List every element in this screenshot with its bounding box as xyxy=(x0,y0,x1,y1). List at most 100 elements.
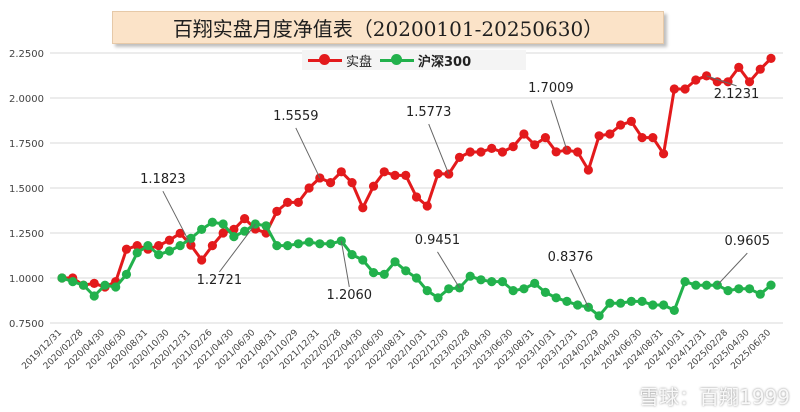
data-point-series-1 xyxy=(315,239,325,249)
legend-label: 沪深300 xyxy=(418,54,472,70)
data-point-series-0 xyxy=(401,170,411,180)
data-point-series-1 xyxy=(100,280,110,290)
data-point-series-0 xyxy=(454,152,465,162)
data-point-series-1 xyxy=(669,305,679,315)
data-point-series-1 xyxy=(723,286,733,296)
legend-item-series-1: 沪深300 xyxy=(380,51,471,70)
data-point-series-0 xyxy=(121,244,132,254)
data-point-series-0 xyxy=(89,278,99,288)
data-point-series-0 xyxy=(164,235,175,245)
data-point-series-1 xyxy=(368,268,379,278)
data-point-series-0 xyxy=(422,201,432,211)
data-point-series-0 xyxy=(573,147,583,157)
data-point-series-1 xyxy=(616,298,626,308)
data-point-series-0 xyxy=(282,197,293,207)
data-point-series-1 xyxy=(132,248,142,258)
data-point-series-0 xyxy=(476,147,486,157)
data-point-series-0 xyxy=(508,142,518,152)
chart-title-box: 百翔实盘月度净值表（20200101-20250630） xyxy=(112,11,664,44)
data-point-series-1 xyxy=(519,284,529,294)
y-tick-label: 1.7500 xyxy=(9,139,44,150)
legend-marker-red xyxy=(308,54,342,66)
data-point-series-0 xyxy=(132,241,142,251)
data-point-series-0 xyxy=(154,241,164,251)
y-tick-label: 0.7500 xyxy=(9,319,44,330)
data-point-series-1 xyxy=(143,241,153,251)
data-point-series-0 xyxy=(691,75,701,85)
data-point-series-1 xyxy=(658,300,669,310)
data-point-series-1 xyxy=(476,275,486,285)
data-point-series-1 xyxy=(605,298,615,308)
data-label: 1.1823 xyxy=(140,172,186,187)
data-point-series-1 xyxy=(691,280,701,290)
annotation-leader-line xyxy=(569,269,589,308)
data-point-series-0 xyxy=(497,147,508,157)
data-point-series-1 xyxy=(154,250,164,260)
data-point-series-1 xyxy=(433,293,443,303)
data-point-series-1 xyxy=(111,282,121,292)
data-point-series-1 xyxy=(240,226,250,236)
data-point-series-1 xyxy=(487,277,497,287)
data-point-series-1 xyxy=(637,296,647,306)
data-point-series-1 xyxy=(626,296,636,306)
data-point-series-1 xyxy=(680,277,690,287)
data-point-series-0 xyxy=(712,77,722,87)
data-point-series-1 xyxy=(282,241,293,251)
data-point-series-1 xyxy=(444,284,454,294)
annotation-leader-line xyxy=(706,75,737,87)
data-point-series-1 xyxy=(261,221,271,231)
data-point-series-0 xyxy=(648,133,658,143)
data-point-series-0 xyxy=(658,149,669,159)
data-point-series-1 xyxy=(325,239,336,249)
data-point-series-0 xyxy=(594,131,604,141)
data-point-series-0 xyxy=(207,241,217,251)
data-label: 1.5559 xyxy=(273,109,319,124)
data-point-series-0 xyxy=(304,183,314,193)
data-point-series-0 xyxy=(680,84,690,94)
data-point-series-1 xyxy=(401,266,411,276)
data-point-series-1 xyxy=(175,241,185,251)
data-point-series-1 xyxy=(422,286,432,296)
data-label: 1.5773 xyxy=(406,105,452,120)
y-tick-label: 2.2500 xyxy=(9,49,44,60)
data-point-series-0 xyxy=(637,133,647,143)
data-point-series-0 xyxy=(583,165,593,175)
data-point-series-1 xyxy=(766,280,776,290)
data-point-series-1 xyxy=(530,278,540,288)
data-point-series-1 xyxy=(272,241,282,251)
data-point-series-0 xyxy=(293,197,303,207)
data-point-series-1 xyxy=(347,250,357,260)
data-point-series-1 xyxy=(57,273,67,283)
annotation-leader-line xyxy=(162,190,192,246)
data-point-series-0 xyxy=(390,170,400,180)
data-label: 1.2721 xyxy=(197,273,243,288)
y-tick-label: 1.2500 xyxy=(9,229,44,240)
data-point-series-1 xyxy=(551,293,561,303)
annotation-leader-line xyxy=(716,252,748,286)
data-point-series-1 xyxy=(755,289,765,299)
data-point-series-0 xyxy=(368,181,379,191)
data-point-series-1 xyxy=(379,269,389,279)
chart-title: 百翔实盘月度净值表（20200101-20250630） xyxy=(172,17,604,41)
data-point-series-1 xyxy=(89,291,99,301)
data-point-series-0 xyxy=(734,62,744,72)
data-point-series-0 xyxy=(626,116,636,126)
chart-legend: 实盘 沪深300 xyxy=(302,50,526,70)
data-point-series-1 xyxy=(497,277,508,287)
data-point-series-0 xyxy=(519,129,529,139)
data-point-series-0 xyxy=(605,129,615,139)
data-point-series-0 xyxy=(336,167,346,177)
data-point-series-0 xyxy=(175,228,185,238)
data-point-series-0 xyxy=(379,167,389,177)
data-point-series-1 xyxy=(164,246,175,256)
data-point-series-1 xyxy=(734,284,744,294)
data-point-series-1 xyxy=(358,255,368,265)
data-point-series-1 xyxy=(744,284,755,294)
data-label: 0.8376 xyxy=(548,250,594,265)
annotation-leader-line xyxy=(437,251,460,289)
data-point-series-0 xyxy=(465,147,475,157)
data-point-series-1 xyxy=(411,273,422,283)
data-point-series-1 xyxy=(218,219,228,229)
data-point-series-0 xyxy=(358,203,368,213)
